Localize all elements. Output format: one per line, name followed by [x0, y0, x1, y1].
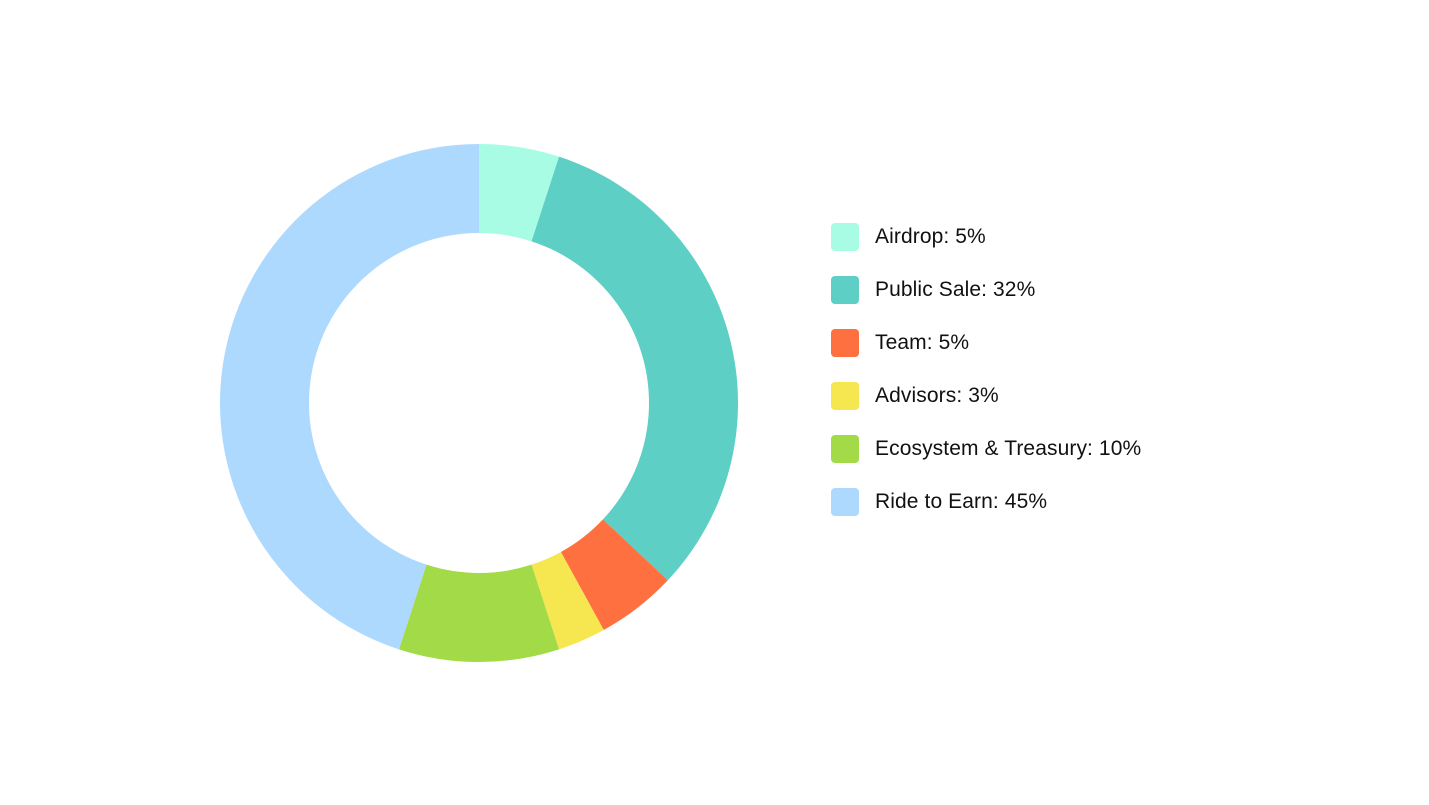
legend-label: Team: 5%: [875, 331, 970, 354]
slice-team: [560, 519, 668, 630]
legend-label: Advisors: 3%: [875, 384, 999, 407]
slice-ride-to-earn: [220, 144, 479, 650]
legend-item-airdrop: Airdrop: 5%: [831, 223, 986, 251]
legend-item-ecosystem-and-treasury: Ecosystem & Treasury: 10%: [831, 435, 1141, 463]
legend-item-team: Team: 5%: [831, 329, 969, 357]
legend-swatch: [831, 223, 859, 251]
legend-swatch: [831, 435, 859, 463]
legend-swatch: [831, 276, 859, 304]
legend-label: Public Sale: 32%: [875, 278, 1036, 301]
legend-label: Airdrop: 5%: [875, 225, 986, 248]
legend-label: Ecosystem & Treasury: 10%: [875, 437, 1142, 460]
slice-ecosystem-and-treasury: [398, 564, 560, 662]
legend-item-public-sale: Public Sale: 32%: [831, 276, 1035, 304]
legend-item-ride-to-earn: Ride to Earn: 45%: [831, 488, 1047, 516]
slice-public-sale: [531, 156, 738, 581]
legend-swatch: [831, 488, 859, 516]
legend-swatch: [831, 382, 859, 410]
legend-item-advisors: Advisors: 3%: [831, 382, 999, 410]
slice-airdrop: [479, 144, 560, 242]
legend-swatch: [831, 329, 859, 357]
slice-advisors: [531, 551, 604, 650]
legend-label: Ride to Earn: 45%: [875, 490, 1048, 513]
